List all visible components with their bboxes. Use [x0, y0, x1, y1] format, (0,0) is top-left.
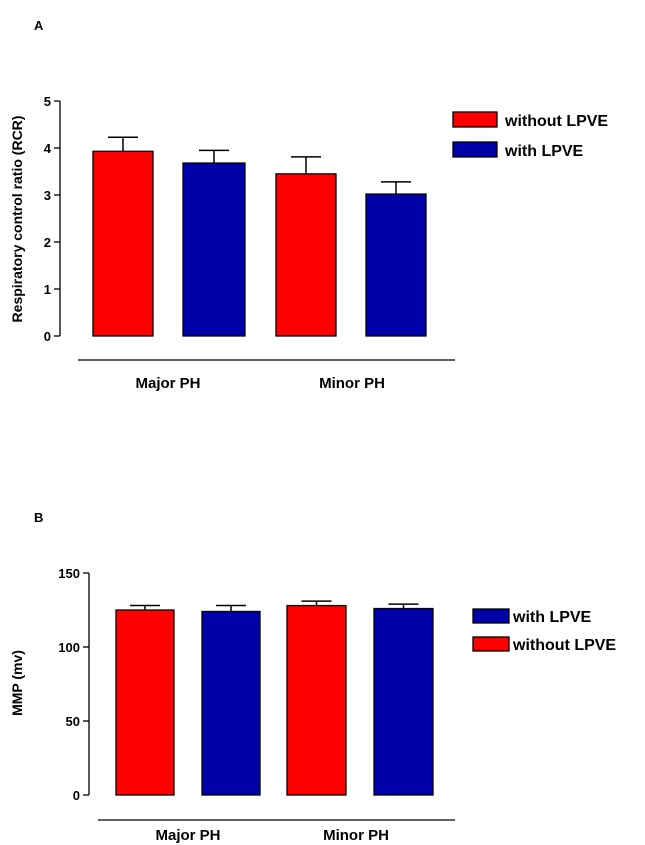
- y-tick-label: 0: [73, 788, 80, 803]
- legend-swatch: [452, 111, 498, 128]
- y-tick-label: 3: [44, 188, 51, 203]
- legend-label: without LPVE: [512, 637, 616, 654]
- bar: [286, 604, 347, 796]
- bar: [92, 150, 154, 337]
- bar: [373, 607, 434, 796]
- bar: [182, 162, 246, 337]
- legend-swatch: [472, 608, 510, 624]
- bar: [365, 193, 427, 337]
- panel-b-letter: B: [34, 510, 43, 525]
- legend-label: with LPVE: [512, 609, 592, 626]
- panel-a: A 0 1 2 3 4 5 Respiratory control ratio (RCR) M…: [9, 18, 608, 392]
- panel-a-letter: A: [34, 18, 44, 33]
- x-category-label: Minor PH: [323, 827, 389, 844]
- bar: [201, 610, 261, 796]
- y-tick-label: 0: [44, 329, 51, 344]
- bar: [275, 173, 337, 337]
- y-tick-label: 150: [58, 566, 80, 581]
- legend-label: without LPVE: [504, 113, 608, 130]
- y-axis-label: Respiratory control ratio (RCR): [9, 116, 25, 323]
- y-tick-label: 50: [66, 714, 80, 729]
- legend-label: with LPVE: [504, 143, 584, 160]
- x-category-label: Major PH: [135, 375, 200, 392]
- y-tick-label: 100: [58, 640, 80, 655]
- y-tick-label: 4: [44, 141, 52, 156]
- legend-swatch: [472, 636, 510, 652]
- bar: [115, 609, 175, 796]
- y-tick-label: 5: [44, 94, 51, 109]
- panel-b: B 0 50 100 150 MMP (mv) Major PH Minor PH with …: [9, 510, 616, 844]
- y-tick-label: 2: [44, 235, 51, 250]
- legend-swatch: [452, 141, 498, 158]
- y-tick-label: 1: [44, 282, 51, 297]
- x-category-label: Major PH: [155, 827, 220, 844]
- x-category-label: Minor PH: [319, 375, 385, 392]
- y-axis-label: MMP (mv): [9, 650, 25, 716]
